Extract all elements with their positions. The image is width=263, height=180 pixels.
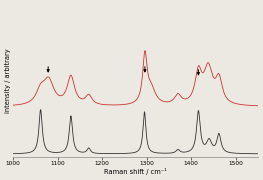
- Y-axis label: intensity / arbitrary: intensity / arbitrary: [5, 49, 11, 113]
- X-axis label: Raman shift / cm⁻¹: Raman shift / cm⁻¹: [104, 168, 167, 175]
